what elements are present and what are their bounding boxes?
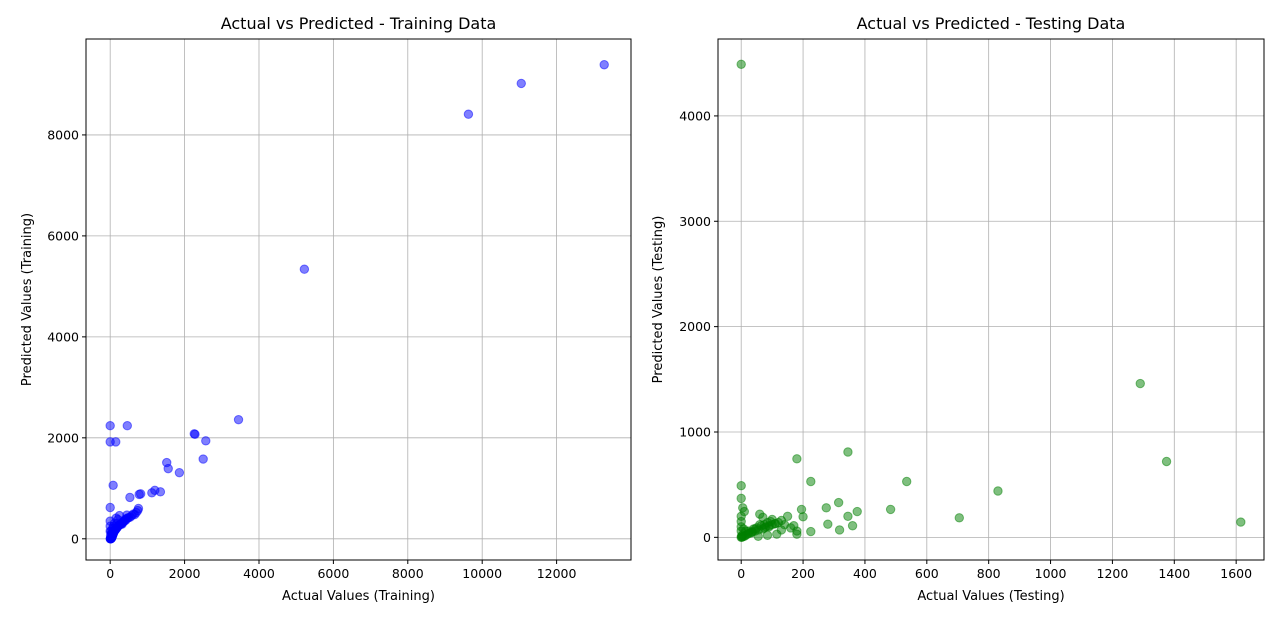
data-point xyxy=(772,529,782,539)
x-tick-label: 4000 xyxy=(243,566,275,581)
axes-frame xyxy=(85,38,632,561)
data-point xyxy=(108,521,119,531)
data-point xyxy=(852,506,862,517)
axes-frame xyxy=(717,38,1265,561)
x-tick-label: 8000 xyxy=(392,566,424,581)
data-point xyxy=(516,78,526,89)
x-axis-label: Actual Values (Training) xyxy=(282,589,435,604)
data-point xyxy=(736,493,746,504)
y-tick-label: 8000 xyxy=(47,127,79,142)
data-point xyxy=(954,513,964,523)
x-tick-label: 800 xyxy=(977,566,1001,581)
data-point xyxy=(792,529,802,539)
y-tick-label: 0 xyxy=(703,530,711,545)
data-point xyxy=(806,476,816,487)
chart-title: Actual vs Predicted - Training Data xyxy=(221,14,497,33)
x-axis-label: Actual Values (Testing) xyxy=(917,589,1064,604)
data-point xyxy=(736,526,746,536)
data-point xyxy=(147,488,157,498)
y-axis-label: Predicted Values (Training) xyxy=(20,213,35,386)
chart-title: Actual vs Predicted - Testing Data xyxy=(857,14,1126,33)
x-tick-label: 1200 xyxy=(1097,566,1129,581)
data-point xyxy=(125,492,135,503)
data-point xyxy=(201,436,211,446)
chart-panel-testing: 0 200 400 600 800 1000 1200 1400 1600 0 1000 2000 30… xyxy=(651,14,1265,604)
data-point xyxy=(599,60,609,70)
data-point xyxy=(105,421,115,431)
data-point xyxy=(993,486,1003,496)
data-point xyxy=(1135,378,1145,389)
data-point xyxy=(108,480,118,490)
y-tick-label: 1000 xyxy=(679,424,711,439)
data-point xyxy=(198,454,208,464)
data-point xyxy=(134,489,144,500)
data-point xyxy=(823,519,833,529)
data-point xyxy=(885,504,896,515)
x-tick-label: 0 xyxy=(737,566,745,581)
data-point xyxy=(736,481,746,491)
data-point xyxy=(111,513,121,523)
data-point xyxy=(902,476,912,487)
y-tick-label: 2000 xyxy=(679,319,711,334)
chart-panel-training: 0 2000 4000 6000 8000 10000 12000 0 2000 4000 6000… xyxy=(20,14,632,604)
data-point xyxy=(174,467,185,478)
x-tick-label: 6000 xyxy=(317,566,349,581)
x-tick-label: 2000 xyxy=(169,566,201,581)
data-point xyxy=(1236,517,1246,527)
data-point xyxy=(233,414,244,425)
data-point xyxy=(843,511,853,521)
data-point xyxy=(105,531,116,541)
data-point xyxy=(806,526,816,537)
data-point xyxy=(833,497,844,508)
data-point xyxy=(847,521,858,531)
data-point xyxy=(759,520,770,530)
data-point xyxy=(834,525,845,535)
data-point xyxy=(105,502,115,513)
x-tick-label: 1600 xyxy=(1220,566,1252,581)
x-tick-label: 1000 xyxy=(1035,566,1067,581)
x-tick-label: 200 xyxy=(791,566,815,581)
y-tick-label: 3000 xyxy=(679,214,711,229)
data-point xyxy=(299,264,310,274)
y-tick-label: 0 xyxy=(71,531,79,546)
x-tick-label: 1400 xyxy=(1158,566,1190,581)
data-point xyxy=(190,429,200,439)
x-tick-label: 600 xyxy=(915,566,939,581)
data-point xyxy=(736,59,746,69)
x-tick-label: 400 xyxy=(853,566,877,581)
y-tick-label: 6000 xyxy=(47,228,79,243)
data-point xyxy=(798,512,808,522)
y-tick-label: 4000 xyxy=(679,108,711,123)
data-point xyxy=(792,454,802,464)
data-point xyxy=(122,421,132,431)
data-point xyxy=(463,109,474,119)
data-point xyxy=(750,524,760,534)
y-tick-label: 4000 xyxy=(47,329,79,344)
y-axis-label: Predicted Values (Testing) xyxy=(651,216,666,384)
y-tick-label: 2000 xyxy=(47,430,79,445)
x-tick-label: 10000 xyxy=(462,566,502,581)
data-point xyxy=(1161,456,1172,467)
data-point xyxy=(762,530,773,540)
data-point xyxy=(111,437,121,447)
data-point xyxy=(843,447,853,457)
data-point xyxy=(789,521,799,531)
data-point xyxy=(821,503,831,513)
x-tick-label: 0 xyxy=(106,566,114,581)
x-tick-label: 12000 xyxy=(537,566,577,581)
data-point xyxy=(162,457,172,468)
